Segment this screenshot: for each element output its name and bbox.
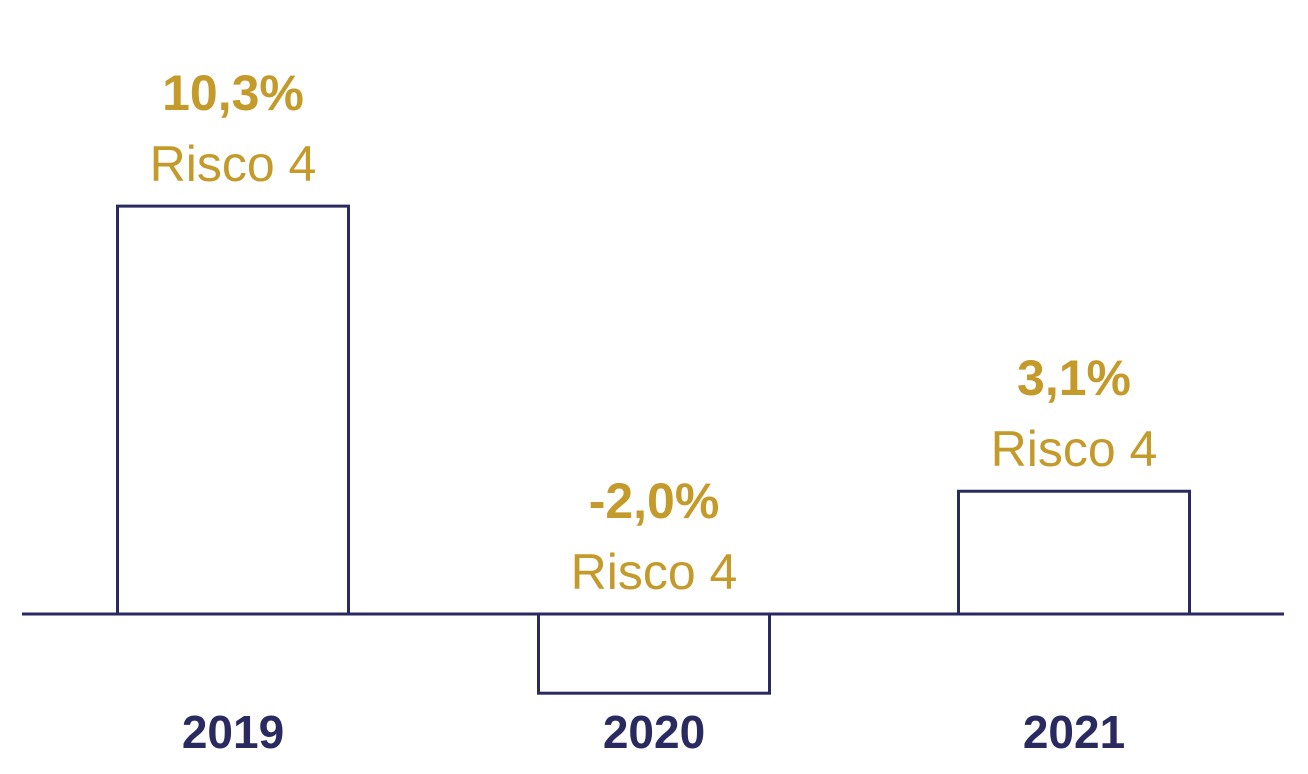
bar-2021 <box>957 489 1191 616</box>
risk-label-2020: Risco 4 <box>571 544 738 600</box>
bar-2019 <box>116 204 350 616</box>
risk-label-2019: Risco 4 <box>150 136 317 192</box>
value-label-2019: 10,3% <box>162 65 304 121</box>
x-tick-label-2021: 2021 <box>1023 706 1125 758</box>
value-label-2021: 3,1% <box>1017 350 1131 406</box>
risk-label-2021: Risco 4 <box>991 421 1158 477</box>
value-label-2020: -2,0% <box>589 473 720 529</box>
x-tick-label-2020: 2020 <box>603 706 705 758</box>
bar-2020 <box>537 612 771 695</box>
x-tick-label-2019: 2019 <box>182 706 284 758</box>
